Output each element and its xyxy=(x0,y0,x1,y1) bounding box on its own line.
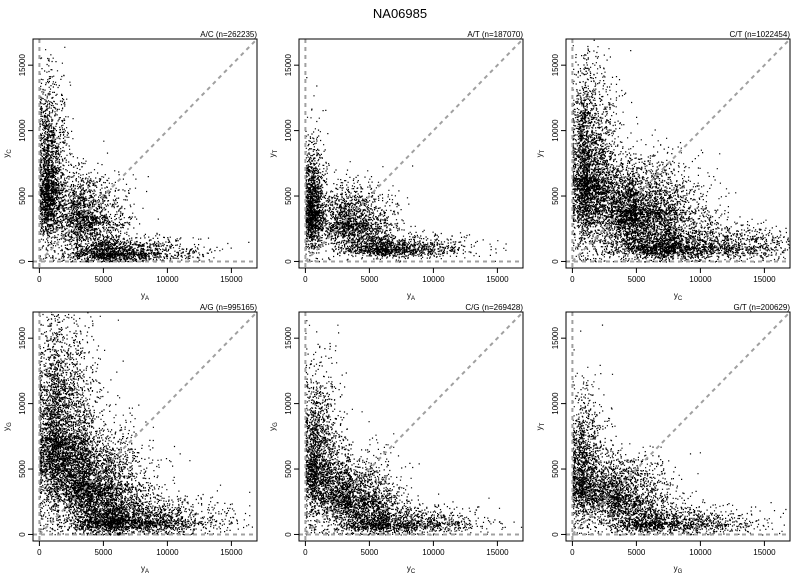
y-tick-label: 0 xyxy=(551,259,560,264)
ref-line-diagonal xyxy=(38,312,257,536)
y-tick-label: 10000 xyxy=(284,392,293,415)
panel-title: C/T (n=1022454) xyxy=(729,30,790,39)
scatter-panel-a-c: A/C (n=262235) 0 5000 10000 15000 0 5000 10000 1… xyxy=(2,30,258,302)
x-tick-label: 0 xyxy=(37,275,42,284)
y-axis-label: yC xyxy=(2,149,13,158)
x-tick-label: 10000 xyxy=(156,275,179,284)
y-tick-label: 0 xyxy=(18,532,27,537)
plot-frame xyxy=(298,311,524,542)
scatter-panel-a-t: A/T (n=187070) 0 5000 10000 15000 0 5000 10000 1… xyxy=(268,30,524,302)
x-tick-label: 15000 xyxy=(220,275,243,284)
y-tick-label: 15000 xyxy=(18,326,27,349)
scatter-points xyxy=(39,312,253,536)
y-tick-label: 5000 xyxy=(18,460,27,478)
y-axis-label: yG xyxy=(268,422,279,431)
x-tick-label: 15000 xyxy=(753,275,776,284)
x-tick-label: 5000 xyxy=(361,275,379,284)
panel-title: A/T (n=187070) xyxy=(467,30,523,39)
scatter-points xyxy=(572,39,790,263)
y-tick-label: 10000 xyxy=(18,392,27,415)
y-tick-label: 10000 xyxy=(18,119,27,142)
x-tick-label: 10000 xyxy=(422,548,445,557)
y-axis-label: yT xyxy=(535,149,546,157)
y-axis-label: yG xyxy=(2,422,13,431)
y-tick-label: 0 xyxy=(18,259,27,264)
y-tick-label: 15000 xyxy=(284,53,293,76)
y-tick-label: 15000 xyxy=(551,326,560,349)
x-axis-label: yG xyxy=(674,564,683,575)
x-tick-label: 0 xyxy=(570,548,575,557)
x-tick-label: 0 xyxy=(303,275,308,284)
x-tick-label: 5000 xyxy=(628,275,646,284)
x-tick-label: 5000 xyxy=(95,548,113,557)
points-layer xyxy=(572,324,787,536)
points-layer xyxy=(39,46,250,263)
points-layer xyxy=(305,320,523,536)
y-tick-label: 0 xyxy=(284,259,293,264)
y-tick-label: 5000 xyxy=(551,460,560,478)
y-tick-label: 0 xyxy=(284,532,293,537)
y-tick-label: 15000 xyxy=(18,53,27,76)
x-axis-label: yA xyxy=(141,564,149,575)
points-layer xyxy=(305,77,507,263)
points-layer xyxy=(39,312,253,536)
y-tick-label: 5000 xyxy=(284,460,293,478)
x-tick-label: 10000 xyxy=(156,548,179,557)
scatter-points xyxy=(305,320,523,536)
y-tick-label: 5000 xyxy=(551,187,560,205)
ref-line-diagonal xyxy=(571,39,790,263)
ref-line-diagonal xyxy=(571,312,790,536)
x-tick-label: 15000 xyxy=(486,275,509,284)
x-axis-label: yC xyxy=(407,564,416,575)
plot-frame xyxy=(565,38,791,269)
panel-title: A/C (n=262235) xyxy=(200,30,257,39)
figure-title: NA06985 xyxy=(372,6,428,21)
y-tick-label: 10000 xyxy=(284,119,293,142)
plot-frame xyxy=(32,38,258,269)
y-tick-label: 15000 xyxy=(551,53,560,76)
x-tick-label: 15000 xyxy=(753,548,776,557)
x-axis-label: yA xyxy=(141,291,149,302)
scatter-points xyxy=(572,324,787,536)
ref-line-diagonal xyxy=(304,312,523,536)
scatter-panel-c-t: C/T (n=1022454) 0 5000 10000 15000 0 5000 10000… xyxy=(535,30,791,302)
ref-line-diagonal xyxy=(38,39,257,263)
scatter-panel-c-g: C/G (n=269428) 0 5000 10000 15000 0 5000 10000 1… xyxy=(268,303,524,575)
ref-line-diagonal xyxy=(304,39,523,263)
x-tick-label: 15000 xyxy=(220,548,243,557)
y-tick-label: 5000 xyxy=(284,187,293,205)
panel-title: A/G (n=995165) xyxy=(200,303,257,312)
scatter-points xyxy=(305,77,507,263)
x-tick-label: 10000 xyxy=(689,275,712,284)
x-tick-label: 15000 xyxy=(486,548,509,557)
x-tick-label: 5000 xyxy=(628,548,646,557)
y-tick-label: 10000 xyxy=(551,119,560,142)
panel-title: C/G (n=269428) xyxy=(465,303,523,312)
y-axis-label: yT xyxy=(535,422,546,430)
y-axis-label: yT xyxy=(268,149,279,157)
y-tick-label: 15000 xyxy=(284,326,293,349)
scatter-panel-g-t: G/T (n=200629) 0 5000 10000 15000 0 5000 10000 1… xyxy=(535,303,791,575)
plot-frame xyxy=(32,311,258,542)
x-tick-label: 0 xyxy=(303,548,308,557)
y-tick-label: 10000 xyxy=(551,392,560,415)
points-layer xyxy=(572,39,790,263)
x-tick-label: 0 xyxy=(570,275,575,284)
y-tick-label: 5000 xyxy=(18,187,27,205)
plot-frame xyxy=(565,311,791,542)
x-tick-label: 10000 xyxy=(422,275,445,284)
x-tick-label: 5000 xyxy=(95,275,113,284)
x-axis-label: yA xyxy=(407,291,415,302)
x-axis-label: yC xyxy=(674,291,683,302)
panel-title: G/T (n=200629) xyxy=(733,303,790,312)
x-tick-label: 0 xyxy=(37,548,42,557)
scatter-panel-a-g: A/G (n=995165) 0 5000 10000 15000 0 5000 10000 1… xyxy=(2,303,258,575)
x-tick-label: 10000 xyxy=(689,548,712,557)
scatter-points xyxy=(39,46,250,263)
y-tick-label: 0 xyxy=(551,532,560,537)
x-tick-label: 5000 xyxy=(361,548,379,557)
plot-frame xyxy=(298,38,524,269)
